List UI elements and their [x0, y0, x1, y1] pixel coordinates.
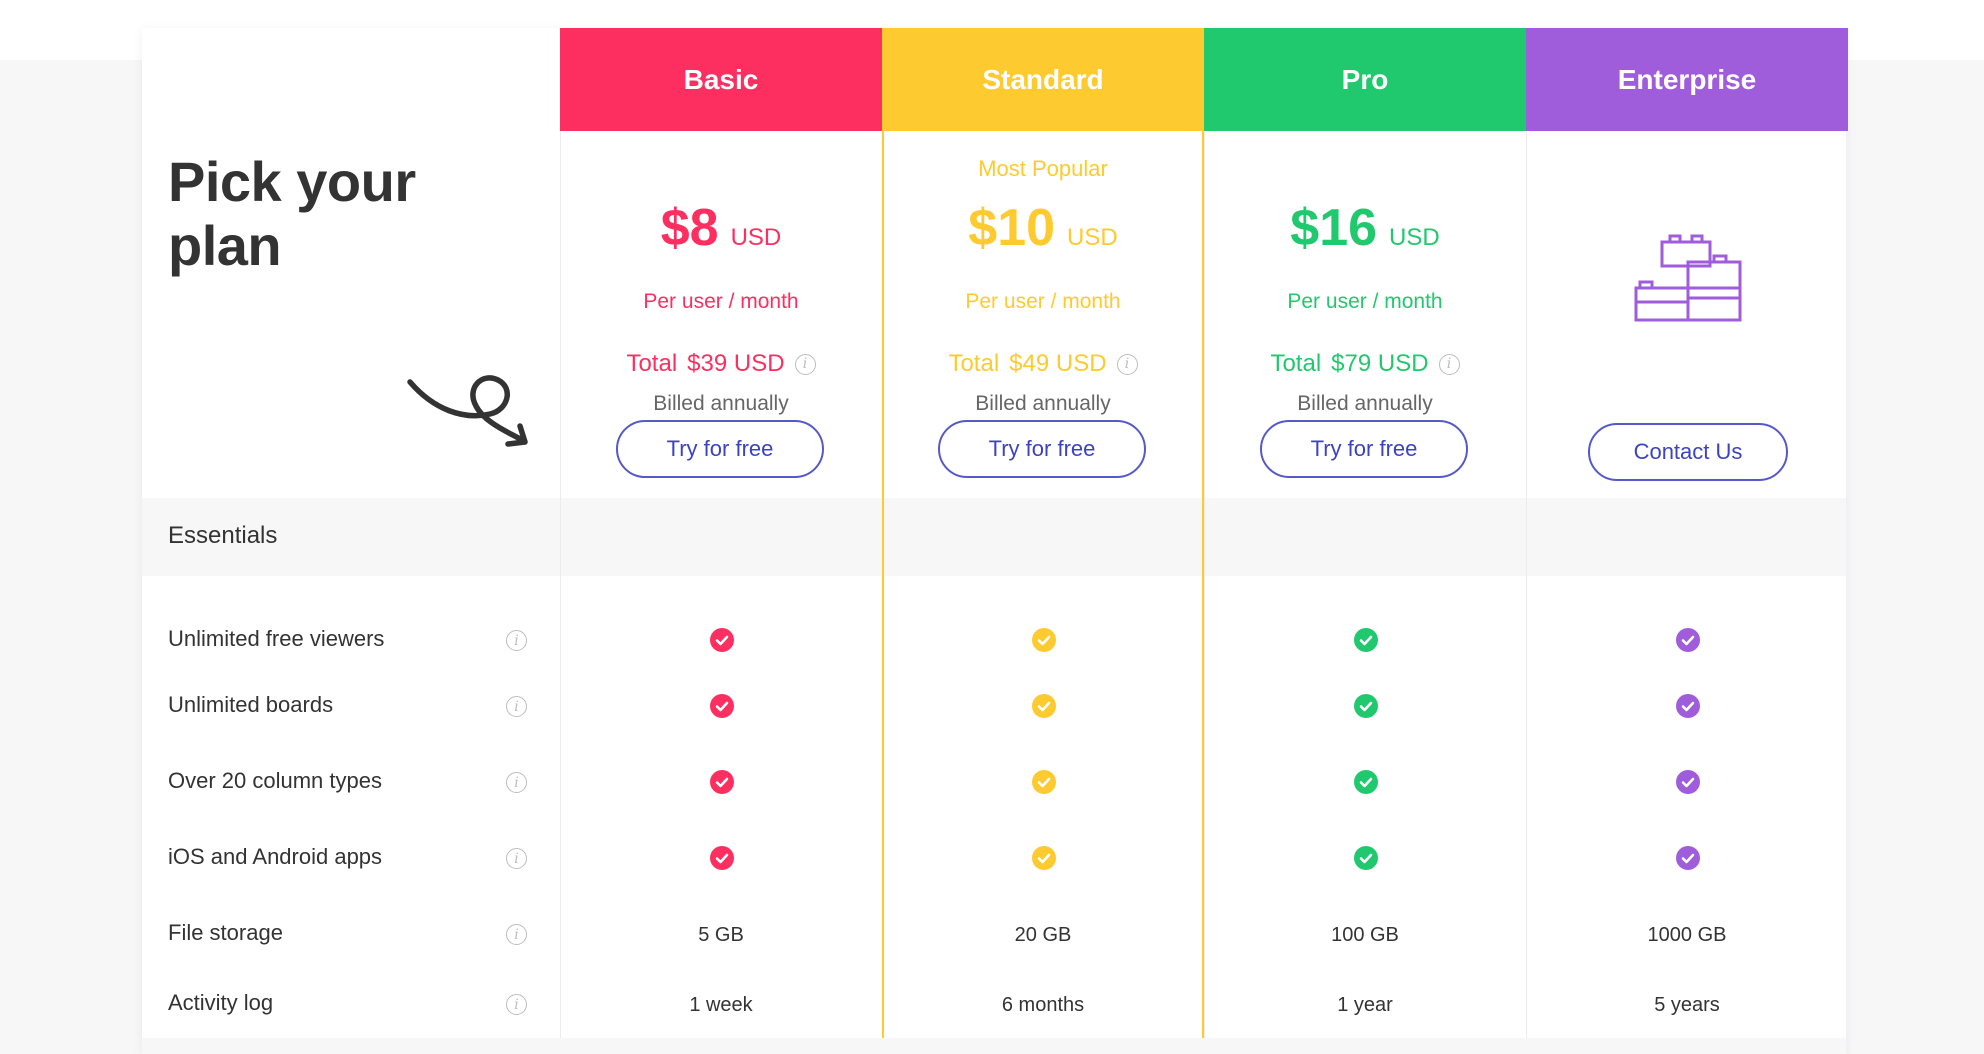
feature-value: 20 GB	[1014, 924, 1072, 946]
price-pro: $16 USD	[1204, 198, 1526, 258]
most-popular-badge: Most Popular	[978, 156, 1108, 181]
column-divider	[560, 28, 561, 1054]
feature-label: Unlimited free viewers	[168, 626, 385, 651]
check-icon	[1676, 694, 1700, 718]
price-period: Per user / month	[965, 290, 1121, 313]
price-period: Per user / month	[643, 290, 799, 313]
info-icon[interactable]: i	[1438, 353, 1460, 375]
feature-value: 1 year	[1337, 994, 1393, 1016]
feature-value: 1 week	[689, 994, 753, 1016]
next-section-band	[142, 1038, 1846, 1054]
price-currency: USD	[1067, 224, 1118, 251]
price-standard: $10 USD	[882, 198, 1204, 258]
page-title: Pick your plan	[168, 150, 498, 278]
plan-column-basic: Basic $8 USD Per user / month Total $39 U…	[560, 28, 882, 1054]
price-amount: $16	[1290, 199, 1378, 257]
check-icon	[1354, 694, 1378, 718]
feature-value: 1000 GB	[1647, 924, 1727, 946]
plan-column-pro: Pro $16 USD Per user / month Total $79 US…	[1204, 28, 1526, 1054]
price-period: Per user / month	[1287, 290, 1443, 313]
total-label: Total	[626, 350, 678, 377]
price-amount: $8	[660, 199, 719, 257]
curly-arrow-icon	[407, 375, 528, 447]
billing-note: Billed annually	[975, 392, 1111, 415]
features-column: Pick your plan	[142, 28, 560, 1054]
feature-value: 6 months	[1001, 994, 1085, 1016]
lego-blocks-icon	[1634, 234, 1742, 322]
contact-us-button[interactable]: Contact Us	[1588, 423, 1788, 481]
info-icon[interactable]: i	[506, 994, 527, 1015]
feature-label: Unlimited boards	[168, 692, 334, 717]
feature-label: Over 20 column types	[168, 768, 382, 793]
info-icon[interactable]: i	[506, 772, 527, 793]
page-title-line-2: plan	[168, 214, 282, 277]
plan-name: Basic	[683, 63, 759, 95]
try-for-free-button-basic[interactable]: Try for free	[616, 420, 824, 478]
check-icon	[710, 628, 734, 652]
plan-header-basic: Basic	[560, 28, 882, 131]
feature-label: File storage	[168, 920, 283, 945]
page-title-line-1: Pick your	[168, 150, 416, 213]
price-currency: USD	[1389, 224, 1440, 251]
total-pro: Total $79 USD i	[1204, 350, 1526, 378]
plan-column-enterprise: Enterprise Contact Us 1000 GB 5 years	[1526, 28, 1848, 1054]
price-basic: $8 USD	[560, 198, 882, 258]
feature-value: 5 years	[1654, 994, 1720, 1016]
column-divider	[1204, 28, 1205, 1054]
total-amount: $79 USD	[1331, 350, 1429, 377]
info-icon[interactable]: i	[506, 696, 527, 717]
total-basic: Total $39 USD i	[560, 350, 882, 378]
billing-note: Billed annually	[653, 392, 789, 415]
info-icon[interactable]: i	[506, 630, 527, 651]
check-icon	[1676, 846, 1700, 870]
feature-value: 100 GB	[1331, 924, 1399, 946]
feature-label: iOS and Android apps	[168, 844, 383, 869]
feature-value: 5 GB	[698, 924, 744, 946]
try-for-free-button-standard[interactable]: Try for free	[938, 420, 1146, 478]
check-icon	[1032, 694, 1056, 718]
total-amount: $39 USD	[687, 350, 785, 377]
info-icon[interactable]: i	[1116, 353, 1138, 375]
check-icon	[710, 846, 734, 870]
check-icon	[1676, 628, 1700, 652]
plan-column-standard: Standard Most Popular $10 USD Per user / …	[882, 28, 1204, 1054]
check-icon	[710, 694, 734, 718]
check-icon	[1032, 846, 1056, 870]
check-icon	[1354, 770, 1378, 794]
price-amount: $10	[968, 199, 1056, 257]
check-icon	[1032, 770, 1056, 794]
info-icon[interactable]: i	[506, 924, 527, 945]
check-icon	[710, 770, 734, 794]
plan-name: Standard	[982, 63, 1104, 95]
pricing-table: Pick your plan Essentials Unlimited free…	[142, 28, 1848, 1054]
plan-header-enterprise: Enterprise	[1526, 28, 1848, 131]
check-icon	[1032, 628, 1056, 652]
total-label: Total	[1270, 350, 1322, 377]
check-icon	[1354, 846, 1378, 870]
section-label-essentials: Essentials	[168, 522, 278, 549]
info-icon[interactable]: i	[794, 353, 816, 375]
check-icon	[1354, 628, 1378, 652]
column-divider	[1526, 28, 1527, 1054]
total-amount: $49 USD	[1009, 350, 1107, 377]
check-icon	[1676, 770, 1700, 794]
section-band	[142, 498, 1846, 576]
billing-note: Billed annually	[1297, 392, 1433, 415]
plan-header-standard: Standard	[882, 28, 1204, 131]
info-icon[interactable]: i	[506, 848, 527, 869]
plan-name: Enterprise	[1617, 63, 1757, 95]
try-for-free-button-pro[interactable]: Try for free	[1260, 420, 1468, 478]
price-currency: USD	[730, 224, 782, 251]
total-standard: Total $49 USD i	[882, 350, 1204, 378]
feature-label: Activity log	[168, 990, 274, 1015]
plan-header-pro: Pro	[1204, 28, 1526, 131]
plan-name: Pro	[1341, 63, 1389, 95]
total-label: Total	[948, 350, 1000, 377]
